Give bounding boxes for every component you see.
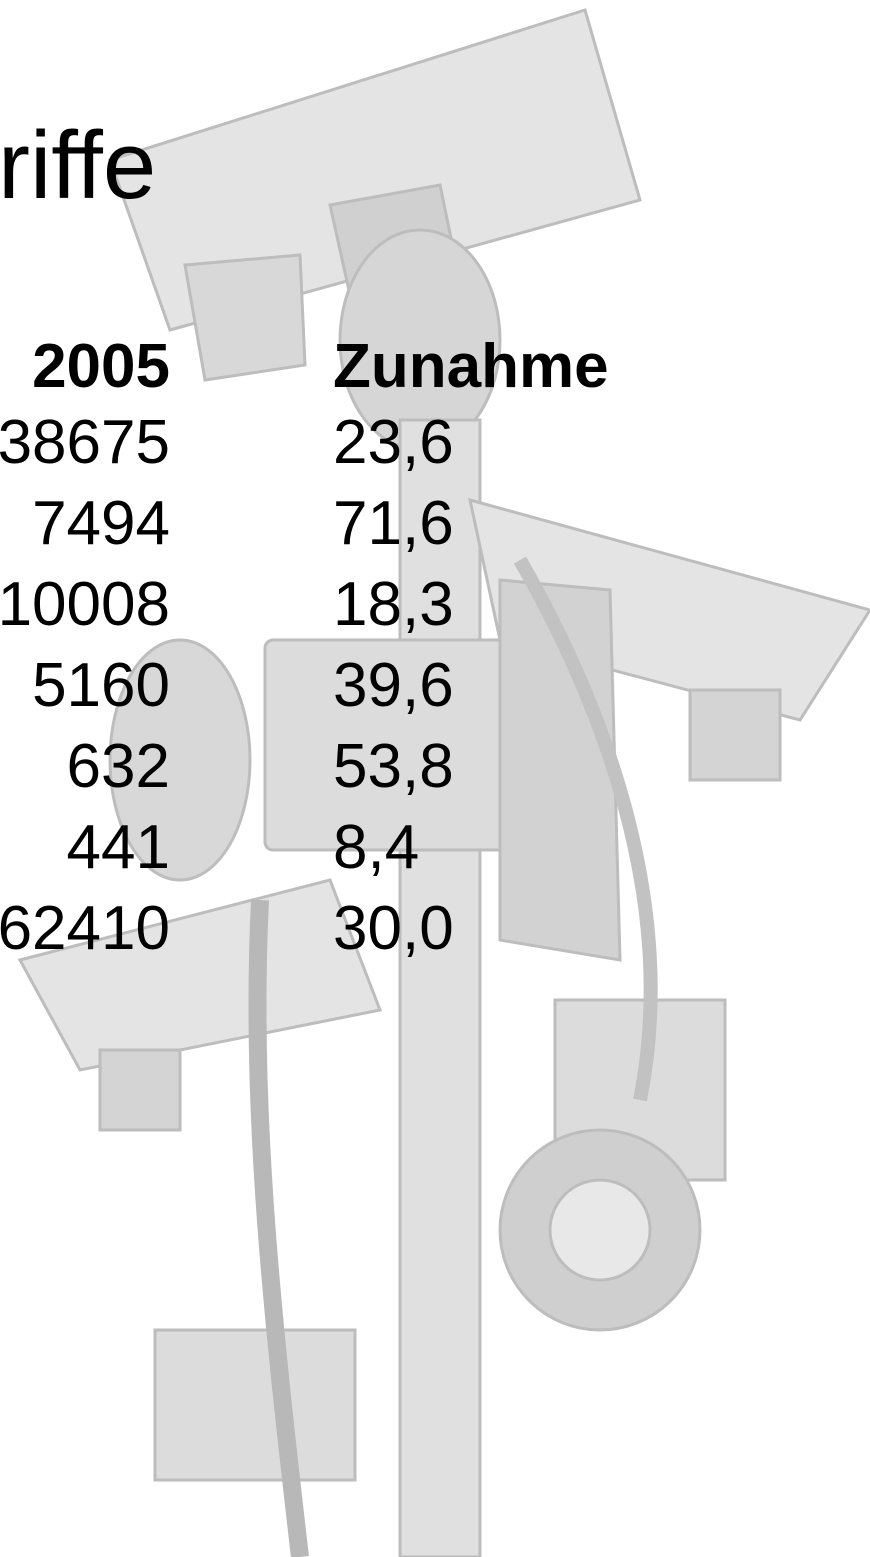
table-cell: 62410 [0, 898, 170, 960]
slide-title: riffe [0, 118, 156, 214]
table-cell: 18,3 [333, 574, 454, 636]
column-header: Zunahme [333, 336, 609, 398]
table-cell: 7494 [32, 493, 170, 555]
table-cell: 53,8 [333, 736, 454, 798]
table-cell: 71,6 [333, 493, 454, 555]
table-cell: 30,0 [333, 898, 454, 960]
table-cell: 5160 [32, 655, 170, 717]
table-cell: 38675 [0, 412, 170, 474]
table-cell: 632 [67, 736, 170, 798]
table-cell: 23,6 [333, 412, 454, 474]
column-header: 2005 [32, 336, 170, 398]
table-cell: 8,4 [333, 817, 419, 879]
table-cell: 39,6 [333, 655, 454, 717]
table-cell: 10008 [0, 574, 170, 636]
slide: {"title": "riffe", "table": {"header": [… [0, 0, 870, 1557]
table-cell: 441 [67, 817, 170, 879]
